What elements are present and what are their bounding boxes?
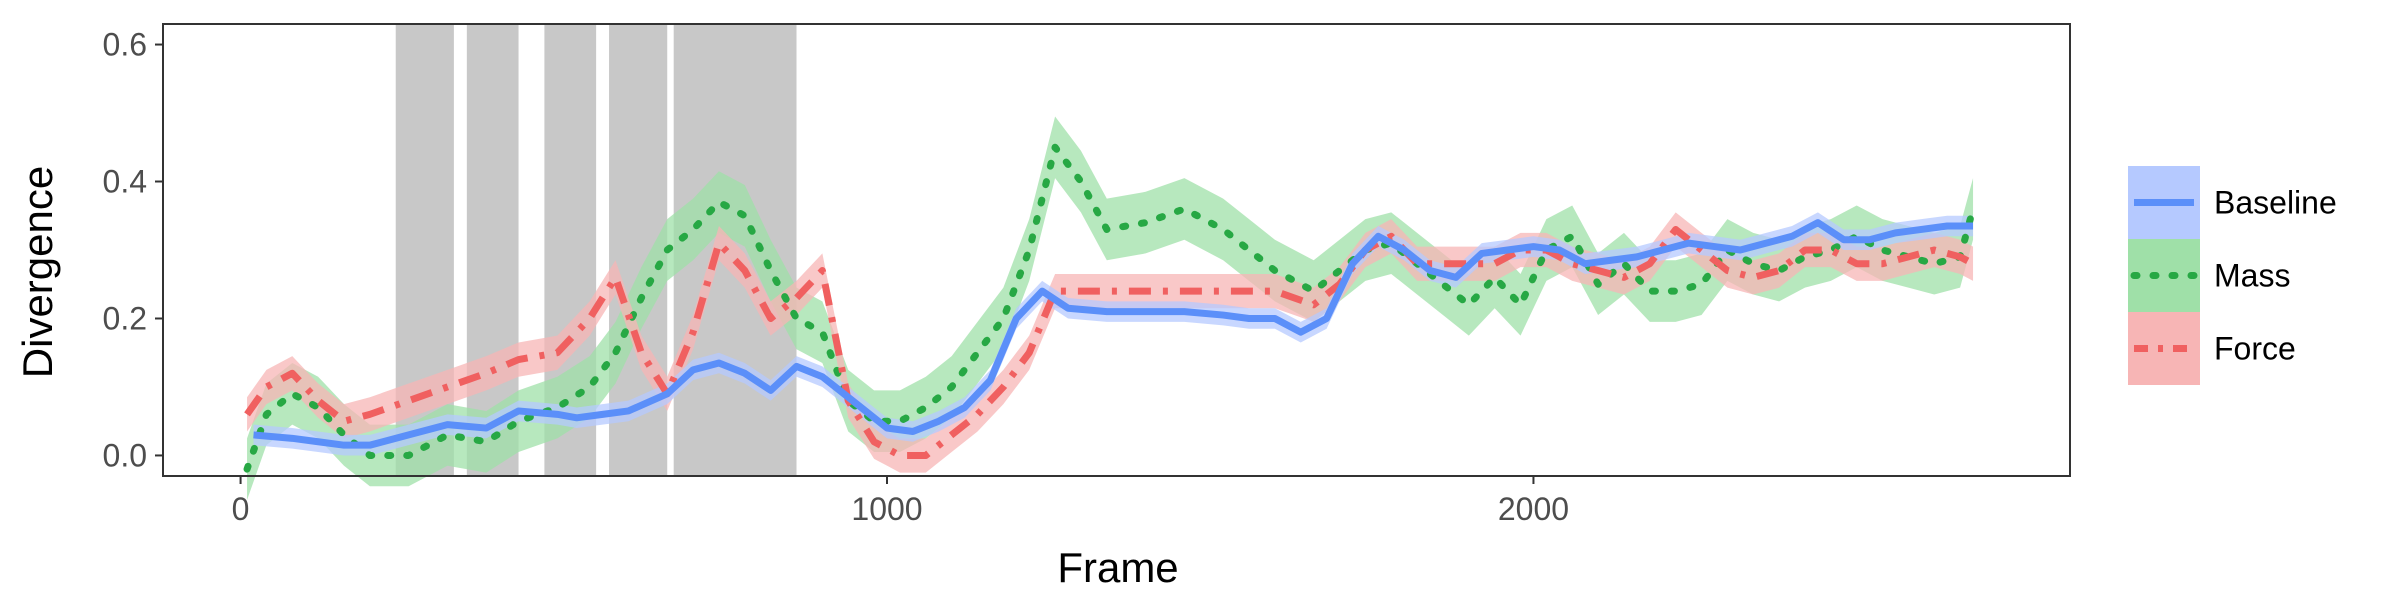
y-tick-label: 0.6 (103, 27, 147, 63)
baseline-line (253, 219, 1974, 449)
mass-line (243, 143, 1977, 473)
axes: 0 1000 2000 0.0 0.2 0.4 0.6 (103, 27, 1570, 527)
plot-frame (162, 23, 2071, 477)
x-axis-title: Frame (1057, 544, 1178, 591)
y-tick-label: 0.2 (103, 300, 147, 336)
force-legend-label: Force (2214, 331, 2296, 367)
mass-legend-label: Mass (2214, 258, 2290, 294)
x-tick-label: 1000 (851, 491, 922, 527)
x-tick-label: 2000 (1498, 491, 1569, 527)
plot-border (162, 23, 2071, 477)
force-line (244, 225, 1975, 459)
y-tick-label: 0.4 (103, 164, 147, 200)
legend: Baseline Mass Force (2128, 166, 2337, 385)
y-tick-label: 0.0 (103, 437, 147, 473)
y-axis-title: Divergence (14, 166, 61, 378)
series-lines (243, 143, 1977, 473)
mass-band (247, 116, 1974, 500)
x-tick-label: 0 (232, 491, 250, 527)
baseline-legend-label: Baseline (2214, 185, 2337, 221)
